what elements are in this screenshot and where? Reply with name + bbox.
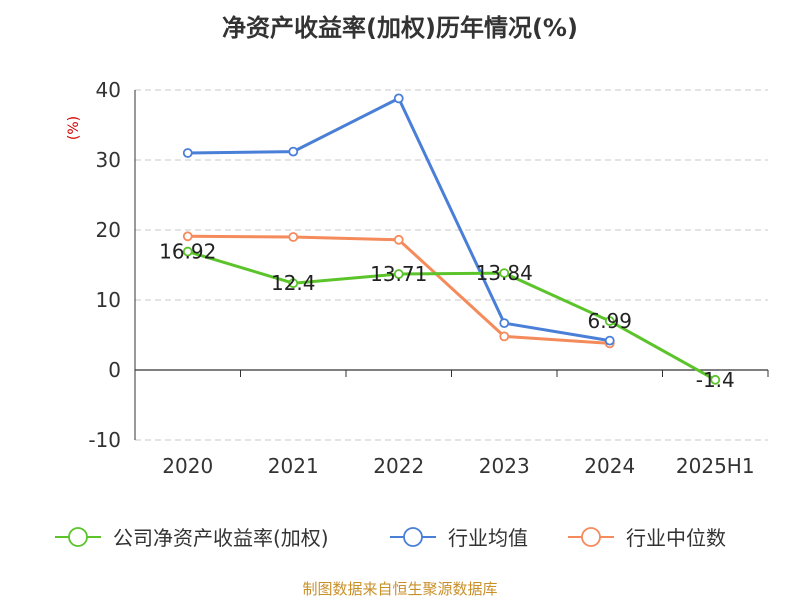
y-axis-label: (%) [66,116,82,140]
data-point [710,374,721,385]
legend-label: 行业均值 [448,526,528,550]
y-tick-label: 40 [96,78,121,102]
legend-item: 行业均值 [390,526,528,550]
legend-marker-icon [403,527,423,547]
data-label: -1.4 [696,368,735,392]
legend-item: 行业中位数 [568,526,726,550]
x-tick-label: 2023 [479,454,530,478]
data-label: 13.71 [370,262,427,286]
x-tick-label: 2025H1 [676,454,755,478]
data-point [393,93,404,104]
x-tick-label: 2020 [162,454,213,478]
y-tick-label: 20 [96,218,121,242]
data-label: 12.4 [271,271,316,295]
y-tick-label: 30 [96,148,121,172]
x-tick-label: 2024 [584,454,635,478]
legend-marker-icon [68,527,88,547]
data-point [288,278,299,289]
series-line-2 [187,234,610,345]
data-label: 13.84 [476,261,533,285]
series-line-0 [187,250,716,382]
y-tick-label: 0 [108,358,121,382]
data-point [393,234,404,245]
x-tick-label: 2021 [268,454,319,478]
data-point [182,148,193,158]
chart-title: 净资产收益率(加权)历年情况(%) [222,14,578,42]
data-point [182,231,193,242]
y-tick-label: -10 [88,428,121,452]
data-point [499,318,510,329]
legend-label: 公司净资产收益率(加权) [113,526,329,550]
data-point [604,316,615,326]
data-point [393,269,404,279]
data-point [288,232,299,242]
legend-marker-icon [581,527,601,547]
data-label: 6.99 [587,309,632,333]
series-line-1 [187,96,610,343]
data-label: 16.92 [159,240,216,264]
data-point [604,335,615,346]
data-point [182,246,193,257]
data-point [499,268,510,279]
legend-item: 公司净资产收益率(加权) [55,526,329,550]
source-note: 制图数据来自恒生聚源数据库 [302,580,498,598]
data-point [288,146,299,157]
y-tick-label: 10 [96,288,121,312]
x-tick-label: 2022 [373,454,424,478]
data-point [499,331,510,342]
legend-label: 行业中位数 [626,526,726,550]
